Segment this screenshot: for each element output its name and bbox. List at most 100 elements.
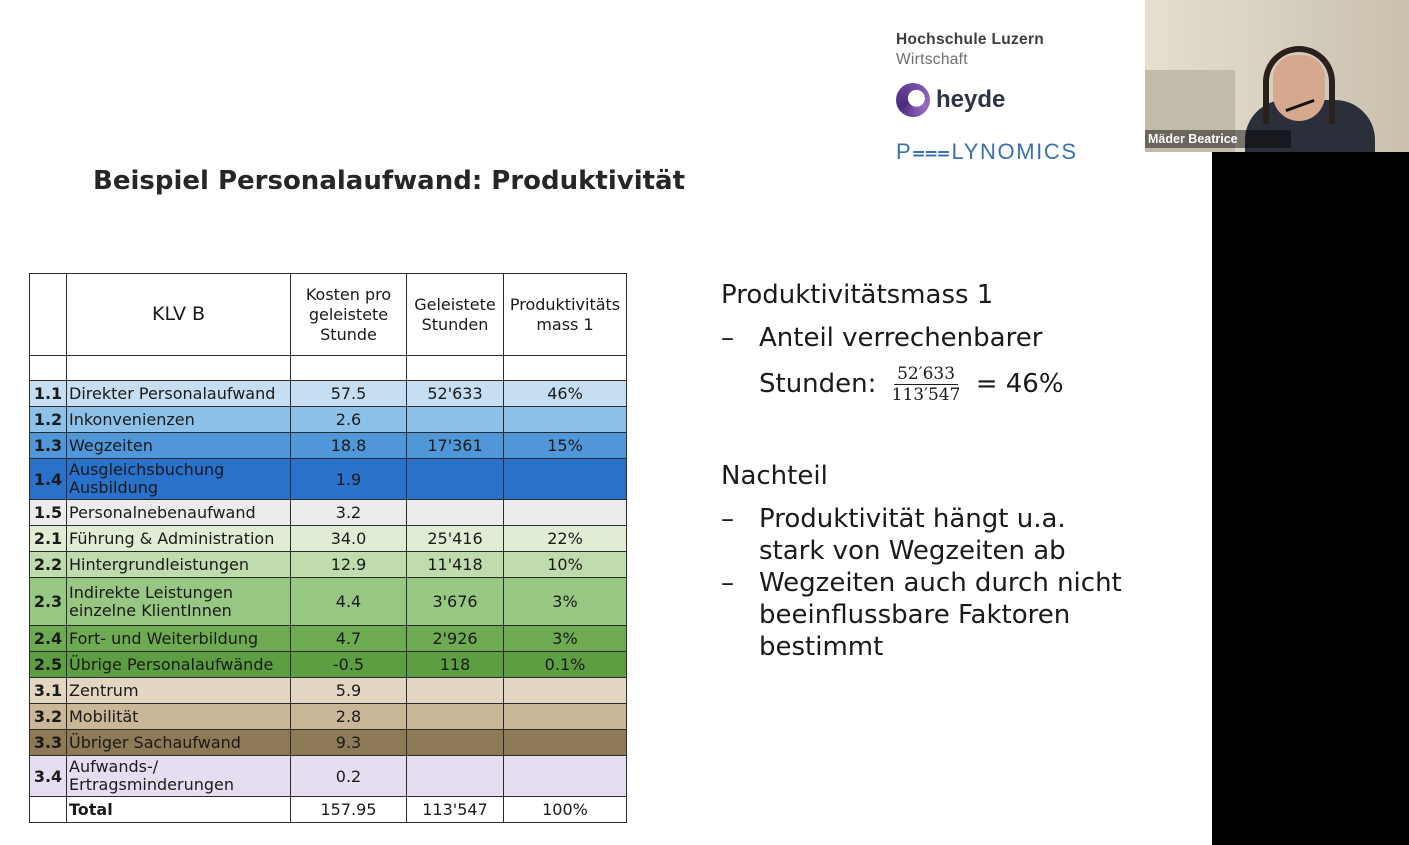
table-row: 1.4 Ausgleichsbuchung Ausbildung 1.9 (29, 458, 627, 500)
row-mass: 46% (503, 380, 627, 407)
row-kosten: 3.2 (290, 499, 407, 526)
row-kosten: 1.9 (290, 458, 407, 500)
table-row: 2.4 Fort- und Weiterbildung 4.7 2'926 3% (29, 625, 627, 652)
participant-video-tile[interactable]: Mäder Beatrice (1145, 0, 1409, 152)
row-number: 3.4 (29, 755, 67, 797)
presentation-slide: Hochschule Luzern Wirtschaft heyde P⩶LYN… (29, 31, 1122, 823)
bullet-wegzeiten: – Wegzeiten auch durch nicht beeinflussb… (721, 568, 1122, 662)
row-stunden: 3'676 (406, 577, 504, 626)
row-mass: 0.1% (503, 651, 627, 678)
header-klv: KLV B (66, 273, 291, 356)
empty-video-area (1212, 152, 1409, 845)
hslu-logo-line2: Wirtschaft (896, 51, 968, 68)
slide-text-panel: Produktivitätsmass 1 – Anteil verrechenb… (721, 280, 1122, 663)
table-row: 3.3 Übriger Sachaufwand 9.3 (29, 729, 627, 756)
row-number: 2.5 (29, 651, 67, 678)
row-number: 2.3 (29, 577, 67, 626)
header-stunden: Geleistete Stunden (406, 273, 504, 356)
row-label: Hintergrundleistungen (66, 551, 291, 578)
row-stunden: 25'416 (406, 525, 504, 552)
row-stunden: 17'361 (406, 432, 504, 459)
table-row: 2.2 Hintergrundleistungen 12.9 11'418 10% (29, 551, 627, 578)
row-mass: 3% (503, 625, 627, 652)
row-kosten: 4.7 (290, 625, 407, 652)
row-number: 2.2 (29, 551, 67, 578)
klv-table: KLV B Kosten pro geleistete Stunde Gelei… (29, 273, 627, 823)
row-mass (503, 729, 627, 756)
table-spacer-row (29, 355, 627, 381)
row-label: Ausgleichsbuchung Ausbildung (66, 458, 291, 500)
row-kosten: 2.6 (290, 406, 407, 433)
row-number: 1.3 (29, 432, 67, 459)
row-stunden (406, 458, 504, 500)
header-kosten: Kosten pro geleistete Stunde (290, 273, 407, 356)
heyde-logo: heyde (896, 83, 1005, 117)
table-row: 3.1 Zentrum 5.9 (29, 677, 627, 704)
bullet-produktivitaet: – Produktivität hängt u.a. stark von Weg… (721, 504, 1066, 566)
fraction-formula: 52′633 113′547 (891, 364, 961, 405)
row-kosten: 0.2 (290, 755, 407, 797)
row-kosten: -0.5 (290, 651, 407, 678)
heading-produktivitaetsmass: Produktivitätsmass 1 (721, 280, 994, 310)
row-label: Zentrum (66, 677, 291, 704)
row-mass (503, 677, 627, 704)
table-header-row: KLV B Kosten pro geleistete Stunde Gelei… (29, 273, 627, 356)
row-number: 3.1 (29, 677, 67, 704)
row-stunden: 118 (406, 651, 504, 678)
row-number: 1.2 (29, 406, 67, 433)
row-kosten: 9.3 (290, 729, 407, 756)
row-label: Indirekte Leistungen einzelne KlientInne… (66, 577, 291, 626)
row-number: 2.1 (29, 525, 67, 552)
table-row: 1.1 Direkter Personalaufwand 57.5 52'633 46% (29, 380, 627, 407)
row-number: 2.4 (29, 625, 67, 652)
total-mass: 100% (503, 796, 627, 823)
table-row: 2.5 Übrige Personalaufwände -0.5 118 0.1% (29, 651, 627, 678)
row-number: 1.4 (29, 458, 67, 500)
header-mass: Produktivitäts mass 1 (503, 273, 627, 356)
row-kosten: 34.0 (290, 525, 407, 552)
row-label: Übrige Personalaufwände (66, 651, 291, 678)
row-number: 1.5 (29, 499, 67, 526)
row-kosten: 12.9 (290, 551, 407, 578)
row-kosten: 4.4 (290, 577, 407, 626)
row-stunden (406, 755, 504, 797)
row-stunden (406, 406, 504, 433)
row-label: Personalnebenaufwand (66, 499, 291, 526)
participant-name-label: Mäder Beatrice (1145, 130, 1291, 148)
row-label: Führung & Administration (66, 525, 291, 552)
row-label: Direkter Personalaufwand (66, 380, 291, 407)
row-label: Inkonvenienzen (66, 406, 291, 433)
heading-nachteil: Nachteil (721, 461, 828, 491)
row-label: Übriger Sachaufwand (66, 729, 291, 756)
hslu-logo-line1: Hochschule Luzern (896, 31, 1045, 48)
row-label: Wegzeiten (66, 432, 291, 459)
row-number: 1.1 (29, 380, 67, 407)
row-mass (503, 499, 627, 526)
row-label: Fort- und Weiterbildung (66, 625, 291, 652)
table-row: 1.5 Personalnebenaufwand 3.2 (29, 499, 627, 526)
row-kosten: 5.9 (290, 677, 407, 704)
row-mass: 15% (503, 432, 627, 459)
row-stunden: 52'633 (406, 380, 504, 407)
row-label: Aufwands-/ Ertragsminderungen (66, 755, 291, 797)
row-mass: 3% (503, 577, 627, 626)
table-body: 1.1 Direkter Personalaufwand 57.5 52'633 46%… (29, 380, 627, 797)
table-row: 1.3 Wegzeiten 18.8 17'361 15% (29, 432, 627, 459)
header-num-cell (29, 273, 67, 356)
row-number: 3.3 (29, 729, 67, 756)
total-kosten: 157.95 (290, 796, 407, 823)
headset-icon (1263, 46, 1335, 124)
row-kosten: 57.5 (290, 380, 407, 407)
heyde-logo-text: heyde (936, 86, 1006, 113)
total-stunden: 113'547 (406, 796, 504, 823)
bullet-anteil: – Anteil verrechenbarer Stunden: 52′633 … (721, 323, 1064, 405)
row-stunden: 2'926 (406, 625, 504, 652)
row-mass (503, 703, 627, 730)
row-mass (503, 755, 627, 797)
table-row: 1.2 Inkonvenienzen 2.6 (29, 406, 627, 433)
row-stunden (406, 677, 504, 704)
row-mass (503, 406, 627, 433)
table-row: 3.2 Mobilität 2.8 (29, 703, 627, 730)
row-mass (503, 458, 627, 500)
row-stunden (406, 499, 504, 526)
